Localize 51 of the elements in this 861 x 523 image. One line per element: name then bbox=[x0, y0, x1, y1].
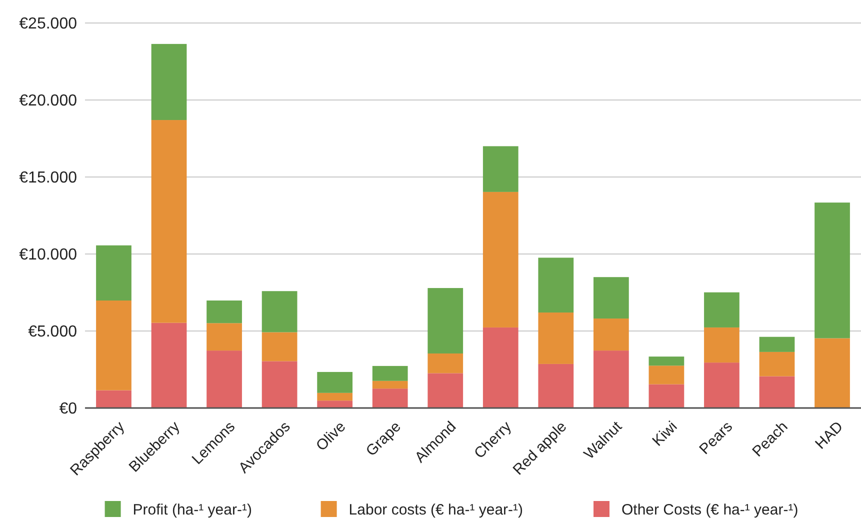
bar bbox=[206, 300, 242, 324]
y-tick-label: €20.000 bbox=[19, 92, 78, 110]
legend-label: Other Costs (€ ha-¹ year-¹) bbox=[622, 501, 798, 518]
y-tick-label: €25.000 bbox=[19, 16, 78, 33]
bar bbox=[151, 44, 187, 120]
bar bbox=[538, 258, 574, 313]
y-tick-label: €10.000 bbox=[19, 246, 78, 264]
bar bbox=[482, 327, 518, 408]
bar bbox=[704, 362, 740, 408]
bar bbox=[759, 376, 795, 408]
bar bbox=[648, 366, 684, 384]
bar bbox=[372, 366, 408, 381]
bar bbox=[372, 380, 408, 389]
legend-label: Profit (ha-¹ year-¹) bbox=[132, 501, 252, 518]
bar bbox=[151, 120, 187, 323]
bar bbox=[317, 400, 353, 408]
bar bbox=[648, 356, 684, 366]
bar bbox=[593, 318, 629, 351]
bar bbox=[814, 202, 850, 338]
bar bbox=[206, 323, 242, 351]
bar bbox=[648, 384, 684, 408]
bar bbox=[372, 388, 408, 408]
bar bbox=[262, 361, 298, 408]
bar bbox=[704, 292, 740, 328]
bar bbox=[262, 332, 298, 362]
bar bbox=[317, 372, 353, 393]
bar bbox=[428, 353, 464, 374]
bar bbox=[206, 350, 242, 408]
bar bbox=[96, 300, 132, 390]
y-tick-label: €5.000 bbox=[28, 324, 78, 341]
bar bbox=[262, 291, 298, 332]
bar bbox=[593, 350, 629, 408]
x-tick-label: Kiwi bbox=[649, 418, 681, 450]
bar bbox=[538, 364, 574, 408]
legend-label: Labor costs (€ ha-¹ year-¹) bbox=[348, 501, 524, 518]
bar bbox=[428, 373, 464, 408]
bar bbox=[704, 327, 740, 363]
bar bbox=[593, 277, 629, 319]
bar bbox=[482, 192, 518, 328]
bar bbox=[814, 338, 850, 408]
bar bbox=[317, 392, 353, 401]
bar bbox=[482, 146, 518, 192]
bar bbox=[96, 390, 132, 408]
bar bbox=[759, 352, 795, 376]
y-tick-label: €0 bbox=[59, 400, 78, 418]
y-tick-label: €15.000 bbox=[19, 170, 78, 187]
bar bbox=[759, 336, 795, 352]
bar bbox=[538, 312, 574, 364]
bar bbox=[428, 288, 464, 354]
bar bbox=[151, 322, 187, 408]
bar bbox=[96, 245, 132, 301]
